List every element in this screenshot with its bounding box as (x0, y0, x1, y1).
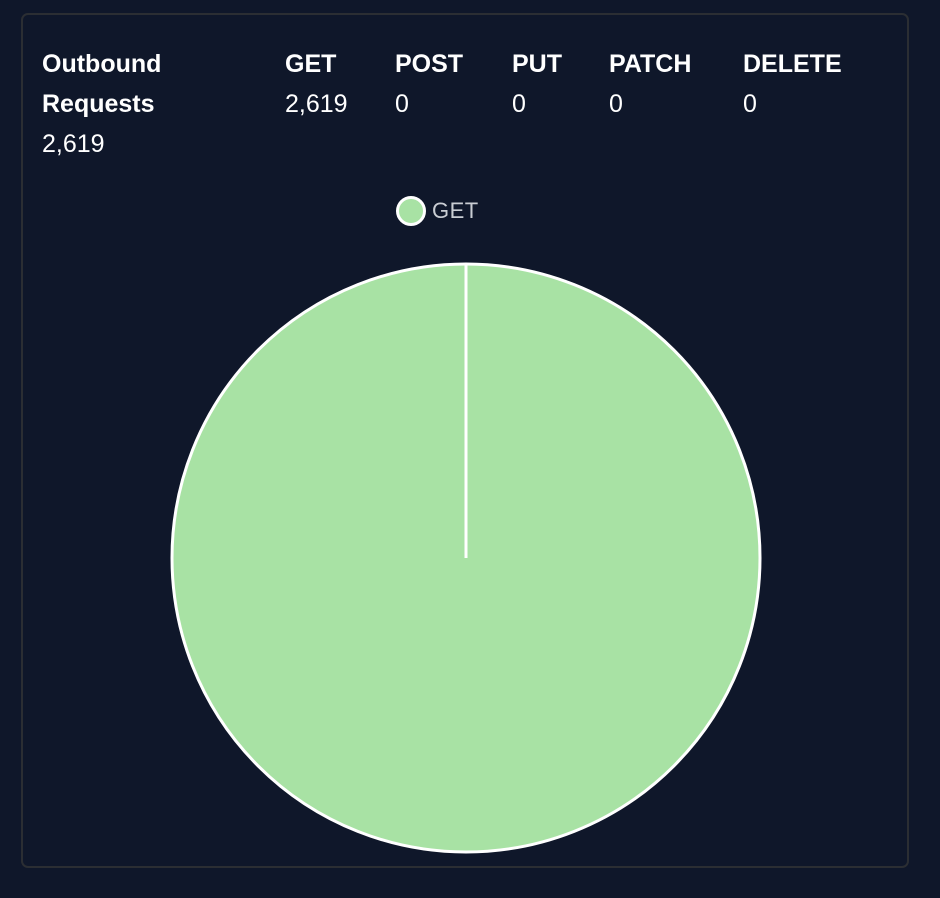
stat-get: GET 2,619 (285, 44, 395, 124)
stat-delete: DELETE 0 (743, 44, 863, 124)
chart-legend: GET (396, 196, 479, 226)
stat-delete-value: 0 (743, 90, 757, 118)
stat-patch-value: 0 (609, 90, 623, 118)
stat-total-label-line1: Outbound (42, 50, 162, 78)
stat-put-label: PUT (512, 50, 562, 78)
stats-row: Outbound Requests 2,619 GET 2,619 POST 0… (42, 44, 863, 164)
stat-get-value: 2,619 (285, 90, 348, 118)
legend-get-label[interactable]: GET (432, 198, 479, 223)
stat-total: Outbound Requests 2,619 (42, 44, 285, 164)
stat-put-value: 0 (512, 90, 526, 118)
stat-get-label: GET (285, 50, 337, 78)
stat-total-value: 2,619 (42, 130, 105, 158)
stat-patch-label: PATCH (609, 50, 692, 78)
pie-chart (170, 262, 762, 854)
stat-total-label-line2: Requests (42, 90, 155, 118)
stat-post-label: POST (395, 50, 464, 78)
stat-delete-label: DELETE (743, 50, 842, 78)
stat-patch: PATCH 0 (609, 44, 743, 124)
stat-post-value: 0 (395, 90, 409, 118)
stat-put: PUT 0 (512, 44, 609, 124)
stat-post: POST 0 (395, 44, 512, 124)
legend-get-swatch-icon[interactable] (396, 196, 426, 226)
